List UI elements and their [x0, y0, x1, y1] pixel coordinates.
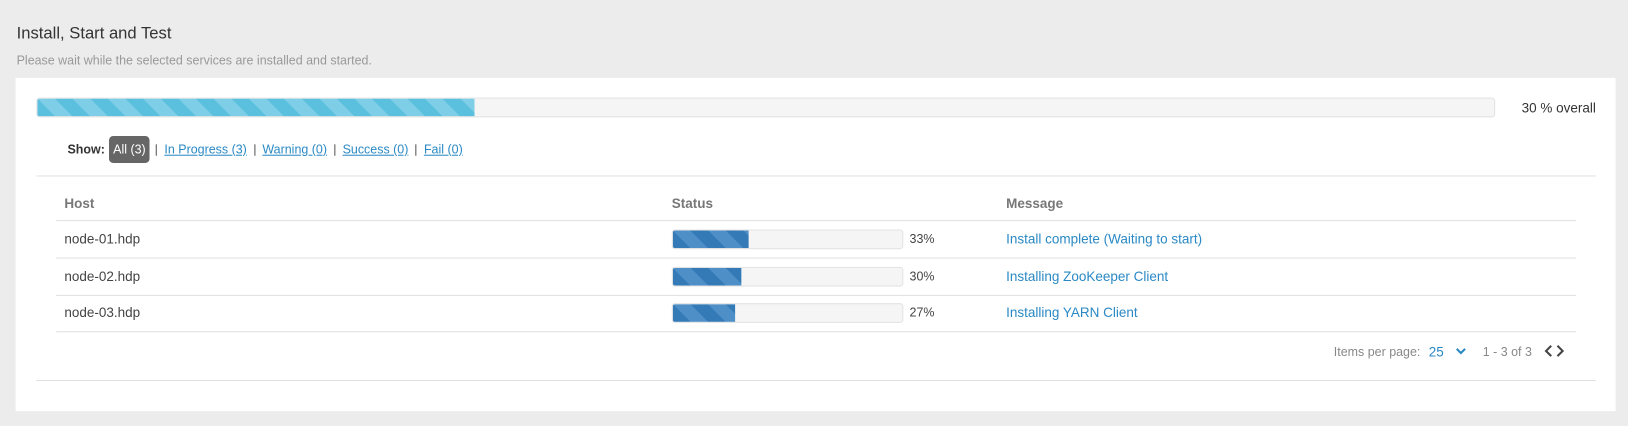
host: node-02.hdp — [64, 267, 141, 284]
table-header-line — [56, 220, 1577, 222]
divider — [36, 380, 1596, 382]
divider — [36, 175, 1596, 177]
filter-option[interactable]: Success (0) — [342, 142, 409, 157]
host-progress — [671, 229, 904, 250]
overall-progress-fill — [37, 98, 475, 117]
overall-progress — [36, 97, 1496, 118]
next-page[interactable] — [1556, 345, 1565, 357]
subtitle: Please wait while the selected services … — [16, 52, 372, 68]
row-line — [56, 294, 1577, 296]
host-progress-fill — [672, 304, 735, 322]
separator — [415, 143, 417, 156]
host-progress-fill — [672, 267, 742, 286]
progress-label: 30% — [909, 268, 935, 283]
filter-option-active[interactable]: All (3) — [109, 136, 150, 164]
row-line — [56, 331, 1577, 333]
page-range: 1 - 3 of 3 — [1482, 344, 1532, 360]
host: node-01.hdp — [64, 231, 141, 247]
host-progress — [671, 303, 904, 323]
column-header: Status — [671, 195, 714, 212]
separator — [334, 143, 336, 156]
host: node-03.hdp — [64, 304, 141, 321]
page-nav — [1544, 345, 1565, 357]
host-progress — [671, 266, 904, 287]
filter-bar: Show: All (3) In Progress (3) Warning (0) S… — [67, 136, 463, 164]
prev-page[interactable] — [1544, 345, 1552, 357]
dropdown-icon[interactable] — [1456, 347, 1466, 355]
items-per-page-label: Items per page: — [1333, 344, 1421, 360]
filter-option[interactable]: Fail (0) — [423, 142, 463, 157]
filter-label: Show: — [67, 142, 105, 157]
host-progress-fill — [672, 230, 749, 249]
row-line — [56, 257, 1577, 259]
title: Install, Start and Test — [16, 24, 172, 43]
separator — [254, 143, 256, 156]
progress-label: 33% — [909, 231, 935, 247]
filter-option[interactable]: In Progress (3) — [164, 142, 247, 157]
page-size-select[interactable]: 25 — [1428, 344, 1444, 360]
message-link[interactable]: Installing ZooKeeper Client — [1006, 267, 1169, 284]
message-link[interactable]: Install complete (Waiting to start) — [1006, 231, 1203, 247]
column-header: Message — [1006, 195, 1064, 212]
column-header: Host — [64, 195, 95, 212]
message-link[interactable]: Installing YARN Client — [1006, 304, 1138, 321]
progress-label: 27% — [909, 305, 935, 320]
overall-label: 30 % overall — [1521, 100, 1596, 116]
filter-option[interactable]: Warning (0) — [262, 142, 328, 157]
separator — [156, 143, 158, 156]
